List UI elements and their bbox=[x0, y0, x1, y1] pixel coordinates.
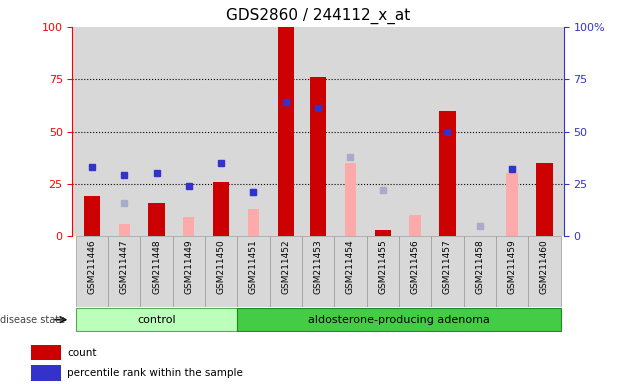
Text: GSM211457: GSM211457 bbox=[443, 240, 452, 295]
Title: GDS2860 / 244112_x_at: GDS2860 / 244112_x_at bbox=[226, 8, 410, 24]
Bar bbox=[205, 236, 238, 307]
Bar bbox=[238, 308, 561, 331]
Text: GSM211456: GSM211456 bbox=[411, 240, 420, 295]
Bar bbox=[432, 236, 464, 307]
Bar bbox=[410, 215, 421, 236]
Text: disease state: disease state bbox=[0, 314, 65, 325]
Bar bbox=[302, 236, 335, 307]
Bar bbox=[310, 77, 326, 236]
Text: GSM211450: GSM211450 bbox=[217, 240, 226, 295]
Bar bbox=[238, 236, 270, 307]
Text: percentile rank within the sample: percentile rank within the sample bbox=[67, 368, 243, 378]
Bar bbox=[248, 209, 259, 236]
Text: GSM211446: GSM211446 bbox=[88, 240, 96, 295]
Bar bbox=[31, 345, 60, 360]
Bar bbox=[536, 163, 553, 236]
Bar bbox=[529, 236, 561, 307]
Bar bbox=[149, 203, 164, 236]
Bar bbox=[84, 196, 100, 236]
Bar bbox=[464, 236, 496, 307]
Text: GSM211460: GSM211460 bbox=[540, 240, 549, 295]
Text: count: count bbox=[67, 348, 96, 358]
Bar bbox=[367, 236, 399, 307]
Bar bbox=[118, 223, 130, 236]
Text: aldosterone-producing adenoma: aldosterone-producing adenoma bbox=[308, 314, 490, 325]
Text: GSM211451: GSM211451 bbox=[249, 240, 258, 295]
Bar bbox=[278, 27, 294, 236]
Bar bbox=[140, 236, 173, 307]
Text: GSM211453: GSM211453 bbox=[314, 240, 323, 295]
Bar bbox=[399, 236, 432, 307]
Text: GSM211455: GSM211455 bbox=[378, 240, 387, 295]
Bar bbox=[439, 111, 455, 236]
Text: GSM211447: GSM211447 bbox=[120, 240, 129, 295]
Text: control: control bbox=[137, 314, 176, 325]
Text: GSM211449: GSM211449 bbox=[185, 240, 193, 295]
Text: GSM211448: GSM211448 bbox=[152, 240, 161, 295]
Bar bbox=[213, 182, 229, 236]
Text: GSM211459: GSM211459 bbox=[508, 240, 517, 295]
Bar bbox=[108, 236, 140, 307]
Bar bbox=[173, 236, 205, 307]
Bar bbox=[270, 236, 302, 307]
Bar bbox=[31, 366, 60, 381]
Bar bbox=[76, 308, 238, 331]
Bar bbox=[335, 236, 367, 307]
Bar bbox=[375, 230, 391, 236]
Bar bbox=[345, 163, 356, 236]
Text: GSM211458: GSM211458 bbox=[475, 240, 484, 295]
Text: GSM211454: GSM211454 bbox=[346, 240, 355, 295]
Bar bbox=[496, 236, 529, 307]
Bar bbox=[183, 217, 195, 236]
Bar bbox=[76, 236, 108, 307]
Text: GSM211452: GSM211452 bbox=[282, 240, 290, 295]
Bar bbox=[507, 174, 518, 236]
